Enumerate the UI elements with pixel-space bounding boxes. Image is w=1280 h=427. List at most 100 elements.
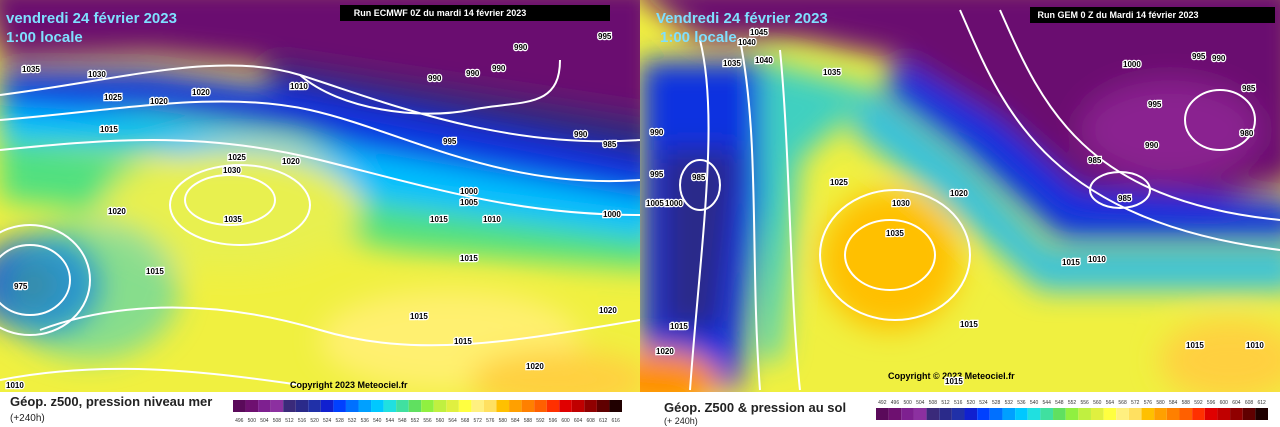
colorbar-swatch xyxy=(913,408,927,420)
colorbar-swatch xyxy=(471,400,484,412)
colorbar-swatch xyxy=(1204,408,1218,420)
isobar-label: 990 xyxy=(428,74,442,83)
colorbar-swatch xyxy=(320,400,334,412)
isobar-label: 990 xyxy=(650,128,664,137)
copyright: Copyright © 2023 Meteociel.fr xyxy=(888,371,1015,381)
isobar-label: 1010 xyxy=(483,215,501,224)
colorbar-swatch xyxy=(258,400,271,412)
colorbar-swatch xyxy=(1242,408,1256,420)
colorbar-swatch xyxy=(433,400,447,412)
colorbar-label: 576 xyxy=(1144,400,1153,406)
colorbar-swatch xyxy=(559,400,572,412)
colorbar-swatch xyxy=(609,400,622,412)
colorbar-swatch xyxy=(421,400,434,412)
colorbar-swatch xyxy=(1053,408,1066,420)
colorbar-swatch xyxy=(596,400,610,412)
colorbar-label: 520 xyxy=(967,400,976,406)
colorbar-label: 496 xyxy=(235,418,244,424)
isobar-label: 1035 xyxy=(886,229,904,238)
isobar-label: 1000 xyxy=(665,199,683,208)
isobar-label: 1025 xyxy=(830,178,848,187)
colorbar-label: 568 xyxy=(461,418,470,424)
isobar-label: 1025 xyxy=(104,93,122,102)
colorbar-label: 544 xyxy=(386,418,395,424)
isobar-label: 1030 xyxy=(892,199,910,208)
colorbar-swatch xyxy=(571,400,585,412)
isobar-label: 1005 xyxy=(460,198,478,207)
colorbar-label: 580 xyxy=(1156,400,1165,406)
colorbar-label: 556 xyxy=(423,418,432,424)
colorbar-label: 560 xyxy=(436,418,445,424)
isobar-label: 1010 xyxy=(290,82,308,91)
isobar-label: 1030 xyxy=(223,166,241,175)
legend-lead: (+240h) xyxy=(10,413,45,424)
colorbar-swatch xyxy=(1179,408,1193,420)
colorbar-swatch xyxy=(509,400,522,412)
colorbar-label: 576 xyxy=(486,418,495,424)
isobar-label: 1015 xyxy=(430,215,448,224)
colorbar-swatch xyxy=(1166,408,1180,420)
isobar-label: 1015 xyxy=(670,322,688,331)
isobar-label: 995 xyxy=(650,170,664,179)
colorbar-swatch xyxy=(496,400,510,412)
colorbar-label: 536 xyxy=(1017,400,1026,406)
map-left: vendredi 24 février 2023 1:00 locale Cop… xyxy=(0,0,640,392)
colorbar-swatch xyxy=(989,408,1003,420)
colorbar-label: 568 xyxy=(1118,400,1127,406)
colorbar-label: 556 xyxy=(1080,400,1089,406)
colorbar-swatch xyxy=(1141,408,1155,420)
run-label: Run ECMWF 0Z du mardi 14 février 2023 xyxy=(354,8,527,18)
isobar-label: 975 xyxy=(14,282,28,291)
colorbar-swatch xyxy=(1015,408,1028,420)
isobar-label: 1040 xyxy=(755,56,773,65)
colorbar-label: 528 xyxy=(992,400,1001,406)
map-right: Vendredi 24 février 2023 1:00 locale Cop… xyxy=(640,0,1280,392)
colorbar-label: 540 xyxy=(373,418,382,424)
colorbar-label: 584 xyxy=(511,418,520,424)
colorbar-swatch xyxy=(1192,408,1205,420)
colorbar-label: 600 xyxy=(561,418,570,424)
isobar-label: 1020 xyxy=(192,88,210,97)
isobar-label: 1000 xyxy=(1123,60,1141,69)
colorbar-label: 508 xyxy=(273,418,282,424)
colorbar-swatch xyxy=(1002,408,1016,420)
colorbar-label: 564 xyxy=(448,418,457,424)
colorbar-label: 600 xyxy=(1220,400,1229,406)
colorbar-label: 596 xyxy=(549,418,558,424)
colorbar-label: 560 xyxy=(1093,400,1102,406)
colorbar-label: 548 xyxy=(398,418,407,424)
colorbar-label: 492 xyxy=(878,400,887,406)
colorbar-label: 552 xyxy=(1068,400,1077,406)
date: vendredi 24 février 2023 xyxy=(6,10,177,27)
colorbar-swatch xyxy=(1255,408,1268,420)
colorbar-swatch xyxy=(408,400,422,412)
isobar-label: 1035 xyxy=(224,215,242,224)
colorbar-label: 564 xyxy=(1106,400,1115,406)
colorbar-swatch xyxy=(358,400,372,412)
isobar-label: 985 xyxy=(1118,194,1132,203)
colorbar-label: 532 xyxy=(1005,400,1014,406)
colorbar-swatch xyxy=(888,408,902,420)
colorbar-swatch xyxy=(245,400,259,412)
isobar-label: 1015 xyxy=(460,254,478,263)
isobar-label: 1010 xyxy=(1246,341,1264,350)
colorbar-label: 528 xyxy=(335,418,344,424)
colorbar-swatch xyxy=(534,400,547,412)
colorbar-label: 572 xyxy=(1131,400,1140,406)
colorbar-swatch xyxy=(926,408,940,420)
isobar-label: 985 xyxy=(603,140,617,149)
colorbar-swatch xyxy=(371,400,384,412)
colorbar-label: 496 xyxy=(891,400,900,406)
isobar-label: 1020 xyxy=(282,157,300,166)
colorbar-label: 508 xyxy=(929,400,938,406)
isobar-label: 1015 xyxy=(454,337,472,346)
date: Vendredi 24 février 2023 xyxy=(656,10,828,27)
isobar-label: 990 xyxy=(514,43,528,52)
isobar-label: 1010 xyxy=(1088,255,1106,264)
colorbar-swatch xyxy=(345,400,359,412)
colorbar-label: 584 xyxy=(1169,400,1178,406)
isobar-label: 1030 xyxy=(88,70,106,79)
isobar-label: 980 xyxy=(1240,129,1254,138)
isobar-label: 990 xyxy=(1212,54,1226,63)
isobar-label: 1020 xyxy=(526,362,544,371)
